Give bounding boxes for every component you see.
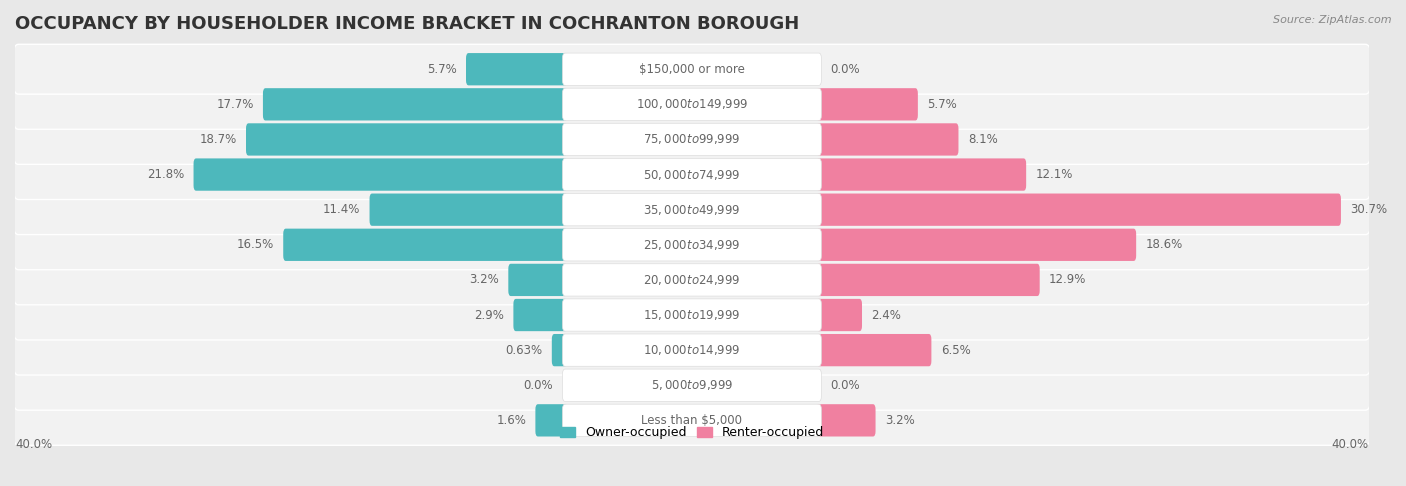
Text: 0.0%: 0.0% [523, 379, 553, 392]
Text: 5.7%: 5.7% [427, 63, 457, 76]
Text: 40.0%: 40.0% [1331, 438, 1369, 451]
Text: 5.7%: 5.7% [927, 98, 957, 111]
FancyBboxPatch shape [246, 123, 568, 156]
Text: 0.0%: 0.0% [831, 379, 860, 392]
FancyBboxPatch shape [283, 228, 568, 261]
FancyBboxPatch shape [13, 185, 1371, 235]
FancyBboxPatch shape [817, 193, 1341, 226]
FancyBboxPatch shape [13, 115, 1371, 164]
Text: 12.9%: 12.9% [1049, 274, 1087, 286]
Text: 3.2%: 3.2% [470, 274, 499, 286]
FancyBboxPatch shape [370, 193, 568, 226]
FancyBboxPatch shape [13, 79, 1371, 129]
FancyBboxPatch shape [513, 299, 568, 331]
Text: 6.5%: 6.5% [941, 344, 970, 357]
FancyBboxPatch shape [562, 123, 821, 156]
Text: $25,000 to $34,999: $25,000 to $34,999 [643, 238, 741, 252]
Text: 8.1%: 8.1% [967, 133, 997, 146]
FancyBboxPatch shape [817, 228, 1136, 261]
FancyBboxPatch shape [562, 228, 821, 261]
FancyBboxPatch shape [562, 53, 821, 86]
Text: $15,000 to $19,999: $15,000 to $19,999 [643, 308, 741, 322]
FancyBboxPatch shape [562, 193, 821, 226]
Text: $35,000 to $49,999: $35,000 to $49,999 [643, 203, 741, 217]
Text: $10,000 to $14,999: $10,000 to $14,999 [643, 343, 741, 357]
FancyBboxPatch shape [562, 299, 821, 331]
FancyBboxPatch shape [562, 158, 821, 191]
Legend: Owner-occupied, Renter-occupied: Owner-occupied, Renter-occupied [555, 421, 828, 445]
Text: 12.1%: 12.1% [1035, 168, 1073, 181]
FancyBboxPatch shape [562, 264, 821, 296]
Text: 0.0%: 0.0% [831, 63, 860, 76]
Text: $75,000 to $99,999: $75,000 to $99,999 [643, 133, 741, 146]
Text: 3.2%: 3.2% [884, 414, 915, 427]
FancyBboxPatch shape [817, 404, 876, 436]
FancyBboxPatch shape [562, 334, 821, 366]
Text: 40.0%: 40.0% [15, 438, 52, 451]
Text: 2.4%: 2.4% [872, 309, 901, 322]
FancyBboxPatch shape [536, 404, 568, 436]
FancyBboxPatch shape [13, 396, 1371, 445]
FancyBboxPatch shape [13, 44, 1371, 94]
Text: 17.7%: 17.7% [217, 98, 253, 111]
Text: OCCUPANCY BY HOUSEHOLDER INCOME BRACKET IN COCHRANTON BOROUGH: OCCUPANCY BY HOUSEHOLDER INCOME BRACKET … [15, 15, 799, 33]
FancyBboxPatch shape [562, 88, 821, 121]
FancyBboxPatch shape [13, 255, 1371, 305]
FancyBboxPatch shape [13, 325, 1371, 375]
Text: 0.63%: 0.63% [505, 344, 543, 357]
FancyBboxPatch shape [13, 150, 1371, 199]
FancyBboxPatch shape [817, 88, 918, 121]
FancyBboxPatch shape [817, 334, 931, 366]
Text: $5,000 to $9,999: $5,000 to $9,999 [651, 378, 733, 392]
Text: 16.5%: 16.5% [236, 238, 274, 251]
FancyBboxPatch shape [509, 264, 568, 296]
FancyBboxPatch shape [263, 88, 568, 121]
FancyBboxPatch shape [817, 264, 1039, 296]
Text: 2.9%: 2.9% [474, 309, 505, 322]
FancyBboxPatch shape [194, 158, 568, 191]
FancyBboxPatch shape [465, 53, 568, 86]
FancyBboxPatch shape [562, 404, 821, 436]
FancyBboxPatch shape [551, 334, 568, 366]
Text: 11.4%: 11.4% [323, 203, 360, 216]
FancyBboxPatch shape [13, 360, 1371, 410]
FancyBboxPatch shape [13, 290, 1371, 340]
Text: 30.7%: 30.7% [1350, 203, 1388, 216]
FancyBboxPatch shape [817, 123, 959, 156]
Text: Less than $5,000: Less than $5,000 [641, 414, 742, 427]
FancyBboxPatch shape [562, 369, 821, 401]
Text: 18.7%: 18.7% [200, 133, 236, 146]
Text: $100,000 to $149,999: $100,000 to $149,999 [636, 97, 748, 111]
Text: $150,000 or more: $150,000 or more [638, 63, 745, 76]
Text: 1.6%: 1.6% [496, 414, 526, 427]
FancyBboxPatch shape [817, 299, 862, 331]
FancyBboxPatch shape [817, 158, 1026, 191]
Text: Source: ZipAtlas.com: Source: ZipAtlas.com [1274, 15, 1392, 25]
FancyBboxPatch shape [13, 220, 1371, 270]
Text: 21.8%: 21.8% [148, 168, 184, 181]
Text: 18.6%: 18.6% [1146, 238, 1182, 251]
Text: $50,000 to $74,999: $50,000 to $74,999 [643, 168, 741, 182]
Text: $20,000 to $24,999: $20,000 to $24,999 [643, 273, 741, 287]
